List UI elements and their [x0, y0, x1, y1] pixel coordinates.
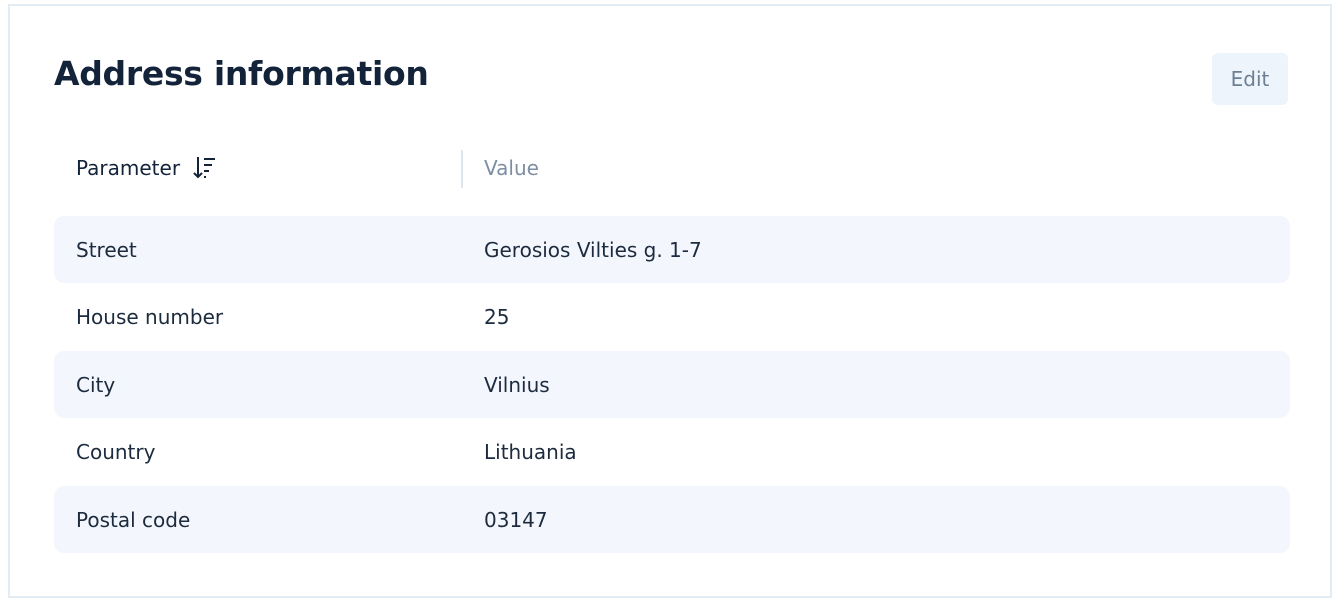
cell: House number: [76, 305, 224, 329]
cell: 03147: [484, 507, 548, 532]
sort-icon[interactable]: [192, 154, 218, 182]
cell: Vilnius: [484, 372, 550, 397]
cell: 25: [484, 305, 510, 329]
table-row: Country Lithuania: [54, 419, 1290, 486]
cell: Gerosios Vilties g. 1-7: [484, 237, 702, 262]
column-header: Value: [484, 146, 539, 190]
cell: Street: [76, 237, 137, 262]
cell: Lithuania: [484, 440, 577, 464]
cell: Postal code: [76, 507, 191, 532]
address-card: Address information Edit Parameter Value…: [8, 4, 1332, 598]
section-title: Address information: [54, 54, 429, 93]
table-row: Postal code 03147: [54, 486, 1290, 553]
column-separator: [461, 150, 463, 188]
edit-button[interactable]: Edit: [1212, 53, 1288, 105]
cell: Country: [76, 440, 156, 464]
table-row: Street Gerosios Vilties g. 1-7: [54, 216, 1290, 283]
table-row: City Vilnius: [54, 351, 1290, 418]
column-header[interactable]: Parameter: [76, 146, 218, 190]
column-title: Value: [484, 156, 539, 180]
table-row: House number 25: [54, 284, 1290, 351]
cell: City: [76, 372, 116, 397]
column-title: Parameter: [76, 156, 181, 180]
